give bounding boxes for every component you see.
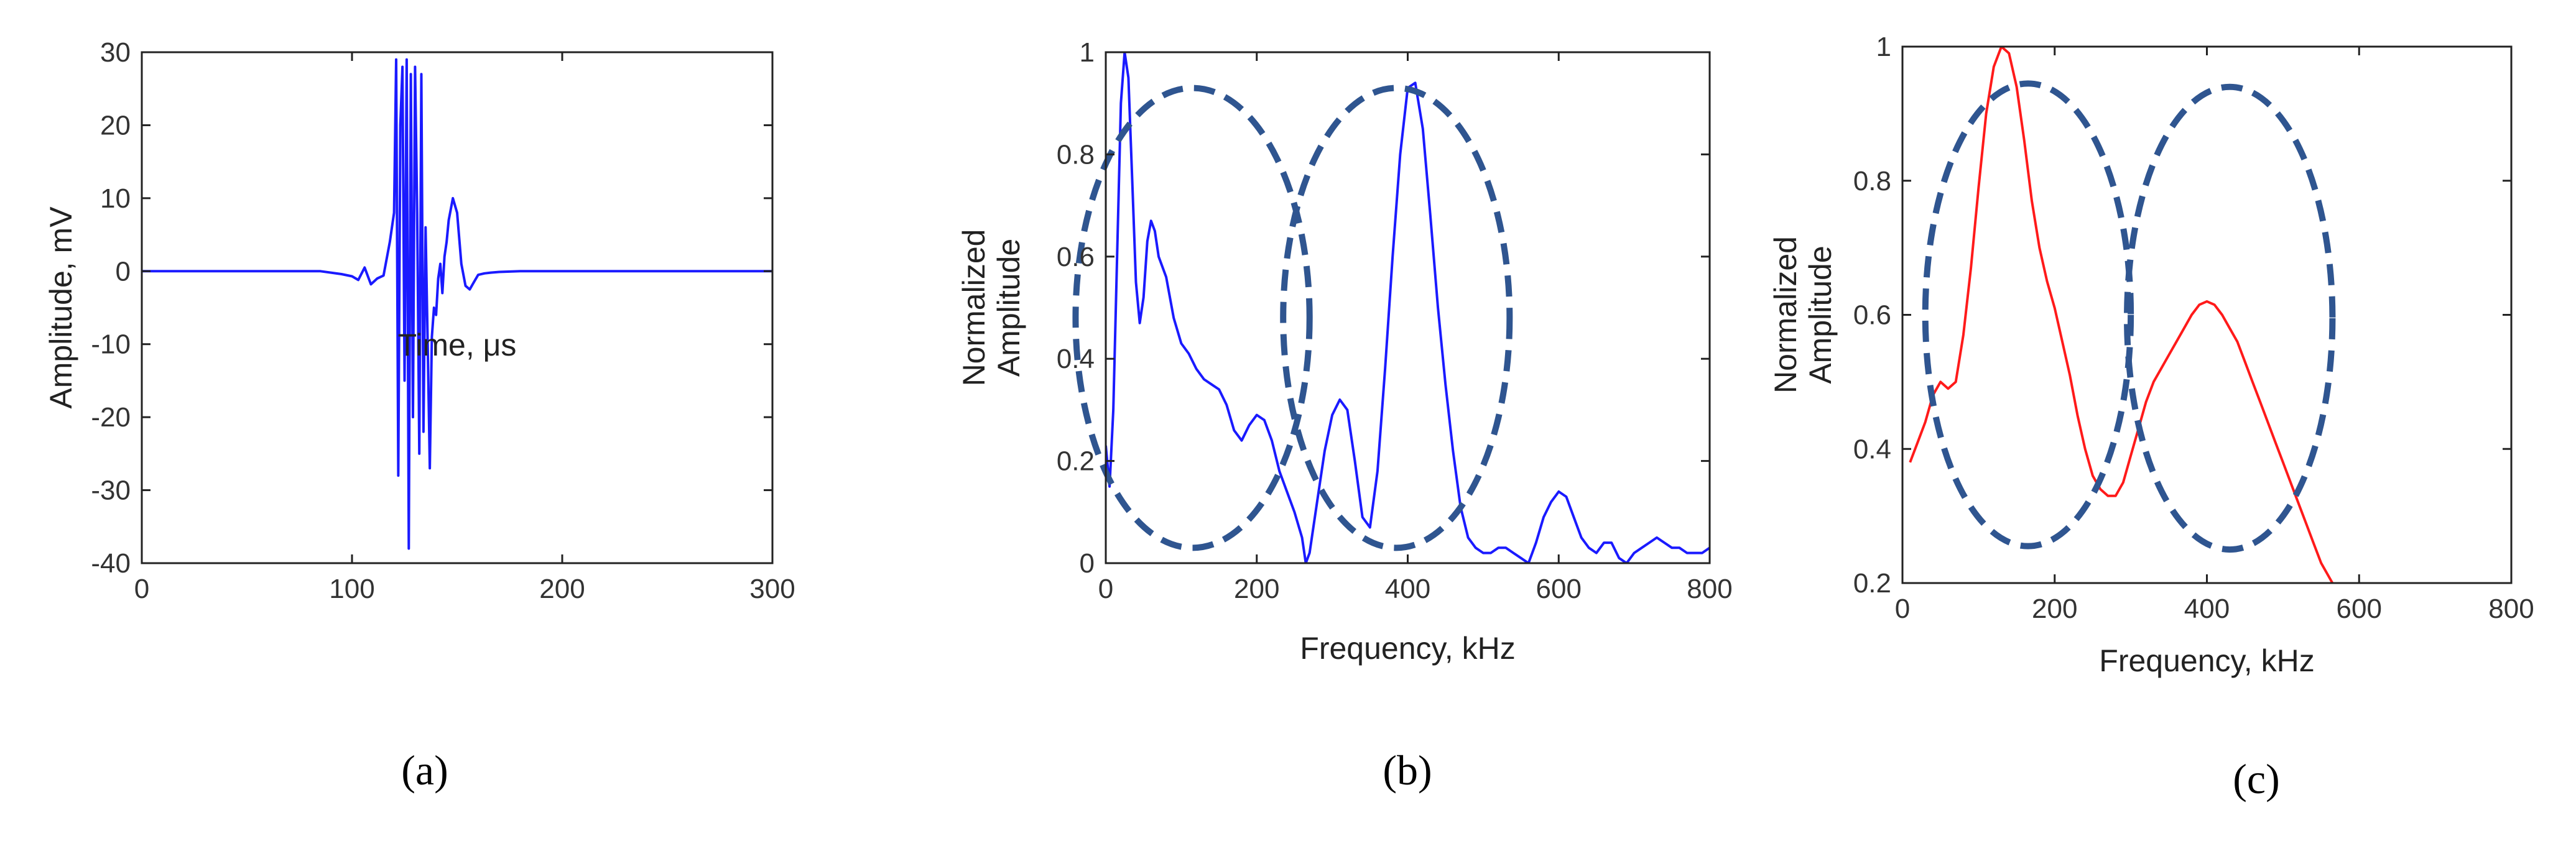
y-tick-label: 0.2 (1057, 446, 1095, 477)
y-axis-label-line2: Amplitude (991, 239, 1026, 377)
y-tick-label: 20 (100, 110, 131, 140)
x-tick-label: 600 (2337, 594, 2382, 624)
chart-panel-c: 0 200 400 600 800 0.2 0.4 0.6 0.8 1 Frequency, kHz… (1768, 32, 2534, 802)
y-tick-label: 0.8 (1853, 166, 1891, 196)
y-tick-label: 0.2 (1853, 568, 1891, 599)
y-tick-label: 0.4 (1057, 344, 1095, 374)
series-line-spectrum (1909, 47, 2334, 583)
chart-panel-b: 0 200 400 600 800 0 0.2 0.4 0.6 0.8 1 Frequency, kH… (957, 37, 1733, 794)
series-line-spectrum (1106, 52, 1710, 563)
y-tick-label: 0.4 (1853, 434, 1891, 464)
x-axis-label: Time, μs (398, 328, 517, 362)
y-tick-label: 30 (100, 37, 131, 68)
plot-area (142, 52, 772, 563)
x-tick-label: 400 (1385, 574, 1430, 604)
x-axis-label: Frequency, kHz (1300, 631, 1515, 666)
y-tick-label: -10 (91, 329, 131, 360)
x-tick-label: 400 (2184, 594, 2230, 624)
y-axis-label-line1: Normalized (1768, 236, 1803, 393)
dashed-ellipse-annotation (1280, 85, 1513, 551)
y-axis-label-line1: Normalized (957, 229, 991, 387)
x-tick-label: 800 (1687, 574, 1732, 604)
y-tick-label: 1 (1080, 37, 1095, 68)
x-tick-label: 800 (2488, 594, 2534, 624)
y-tick-label: 10 (100, 183, 131, 214)
panel-label: (b) (1383, 747, 1432, 794)
y-tick-label: 0.6 (1853, 300, 1891, 331)
x-tick-label: 200 (2032, 594, 2077, 624)
x-tick-label: 300 (749, 574, 795, 604)
y-tick-label: -30 (91, 476, 131, 506)
x-tick-label: 0 (1098, 574, 1113, 604)
y-axis-label: Amplitude, mV (44, 206, 78, 409)
dashed-ellipse-annotation (2124, 83, 2336, 553)
plot-area (1106, 52, 1710, 563)
y-tick-label: 0 (116, 256, 131, 287)
plot-area (1902, 47, 2511, 583)
x-tick-label: 200 (1234, 574, 1279, 604)
panel-label: (a) (401, 747, 448, 794)
y-tick-label: 0 (1080, 548, 1095, 579)
x-tick-label: 200 (539, 574, 585, 604)
series-line-waveform (142, 58, 772, 550)
y-tick-label: 0.8 (1057, 139, 1095, 170)
panel-label: (c) (2233, 755, 2279, 802)
y-tick-label: -20 (91, 402, 131, 433)
y-tick-label: 0.6 (1057, 242, 1095, 272)
chart-panel-a: 0 100 200 300 -40 -30 -20 -10 0 10 20 30 Time, μs Amp… (44, 37, 795, 794)
dashed-ellipse-annotation (1072, 85, 1313, 551)
y-tick-label: -40 (91, 548, 131, 579)
axes-box (141, 51, 774, 564)
x-tick-label: 0 (134, 574, 149, 604)
x-axis-label: Frequency, kHz (2099, 643, 2314, 678)
x-tick-label: 100 (329, 574, 374, 604)
dashed-ellipse-annotation (1922, 80, 2134, 549)
y-tick-label: 1 (1876, 32, 1891, 62)
x-tick-label: 600 (1536, 574, 1582, 604)
y-axis-label-line2: Amplitude (1803, 246, 1838, 384)
x-tick-label: 0 (1895, 594, 1910, 624)
